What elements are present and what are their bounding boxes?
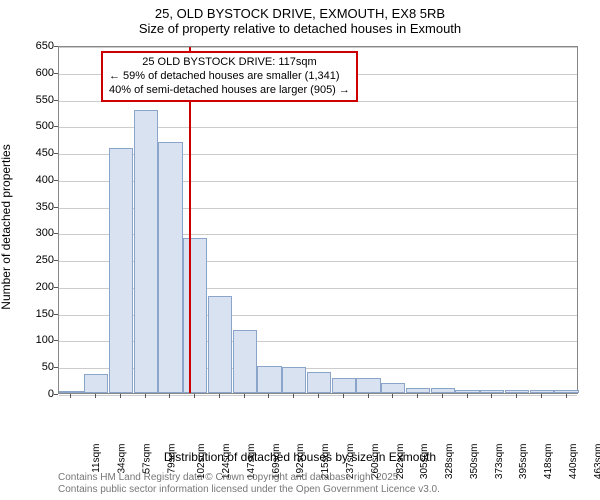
annotation-line3: 40% of semi-detached houses are larger (… bbox=[109, 84, 350, 98]
y-tick-label: 600 bbox=[24, 67, 54, 79]
y-tick-label: 150 bbox=[24, 308, 54, 320]
histogram-bar bbox=[455, 390, 479, 393]
annotation-box: 25 OLD BYSTOCK DRIVE: 117sqm← 59% of det… bbox=[101, 51, 358, 102]
title-line1: 25, OLD BYSTOCK DRIVE, EXMOUTH, EX8 5RB bbox=[0, 6, 600, 21]
title-block: 25, OLD BYSTOCK DRIVE, EXMOUTH, EX8 5RB … bbox=[0, 6, 600, 36]
y-tick-label: 650 bbox=[24, 40, 54, 52]
title-line2: Size of property relative to detached ho… bbox=[0, 21, 600, 36]
footer-line1: Contains HM Land Registry data © Crown c… bbox=[58, 472, 440, 484]
y-tick-label: 400 bbox=[24, 174, 54, 186]
histogram-bar bbox=[208, 296, 232, 393]
histogram-bar bbox=[431, 388, 455, 393]
y-tick-label: 250 bbox=[24, 254, 54, 266]
y-tick-label: 550 bbox=[24, 94, 54, 106]
histogram-bar bbox=[59, 391, 83, 393]
histogram-bar bbox=[158, 142, 182, 393]
histogram-bar bbox=[505, 390, 529, 393]
histogram-bar bbox=[381, 383, 405, 393]
histogram-bar bbox=[356, 378, 380, 393]
y-tick-label: 350 bbox=[24, 201, 54, 213]
histogram-bar bbox=[233, 330, 257, 393]
y-tick-label: 50 bbox=[24, 361, 54, 373]
annotation-line2: ← 59% of detached houses are smaller (1,… bbox=[109, 70, 350, 84]
y-tick-label: 200 bbox=[24, 281, 54, 293]
histogram-bar bbox=[554, 390, 578, 393]
y-tick-label: 300 bbox=[24, 227, 54, 239]
histogram-bar bbox=[480, 390, 504, 393]
histogram-bar bbox=[332, 378, 356, 393]
footer: Contains HM Land Registry data © Crown c… bbox=[58, 472, 440, 496]
histogram-bar bbox=[307, 372, 331, 393]
y-tick-label: 500 bbox=[24, 120, 54, 132]
histogram-bar bbox=[406, 388, 430, 393]
footer-line2: Contains public sector information licen… bbox=[58, 484, 440, 496]
annotation-line1: 25 OLD BYSTOCK DRIVE: 117sqm bbox=[109, 56, 350, 70]
histogram-bar bbox=[257, 366, 281, 393]
y-tick-label: 100 bbox=[24, 334, 54, 346]
plot-area: 25 OLD BYSTOCK DRIVE: 117sqm← 59% of det… bbox=[58, 46, 578, 394]
y-axis-label: Number of detached properties bbox=[0, 144, 13, 309]
histogram-bar bbox=[282, 367, 306, 393]
histogram-bar bbox=[84, 374, 108, 393]
chart-container: 25, OLD BYSTOCK DRIVE, EXMOUTH, EX8 5RB … bbox=[0, 0, 600, 500]
histogram-bar bbox=[183, 238, 207, 393]
histogram-bar bbox=[530, 390, 554, 393]
y-tick-label: 450 bbox=[24, 147, 54, 159]
histogram-bar bbox=[134, 110, 158, 393]
y-tick-label: 0 bbox=[24, 388, 54, 400]
histogram-bar bbox=[109, 148, 133, 393]
x-axis-label: Distribution of detached houses by size … bbox=[0, 450, 600, 464]
